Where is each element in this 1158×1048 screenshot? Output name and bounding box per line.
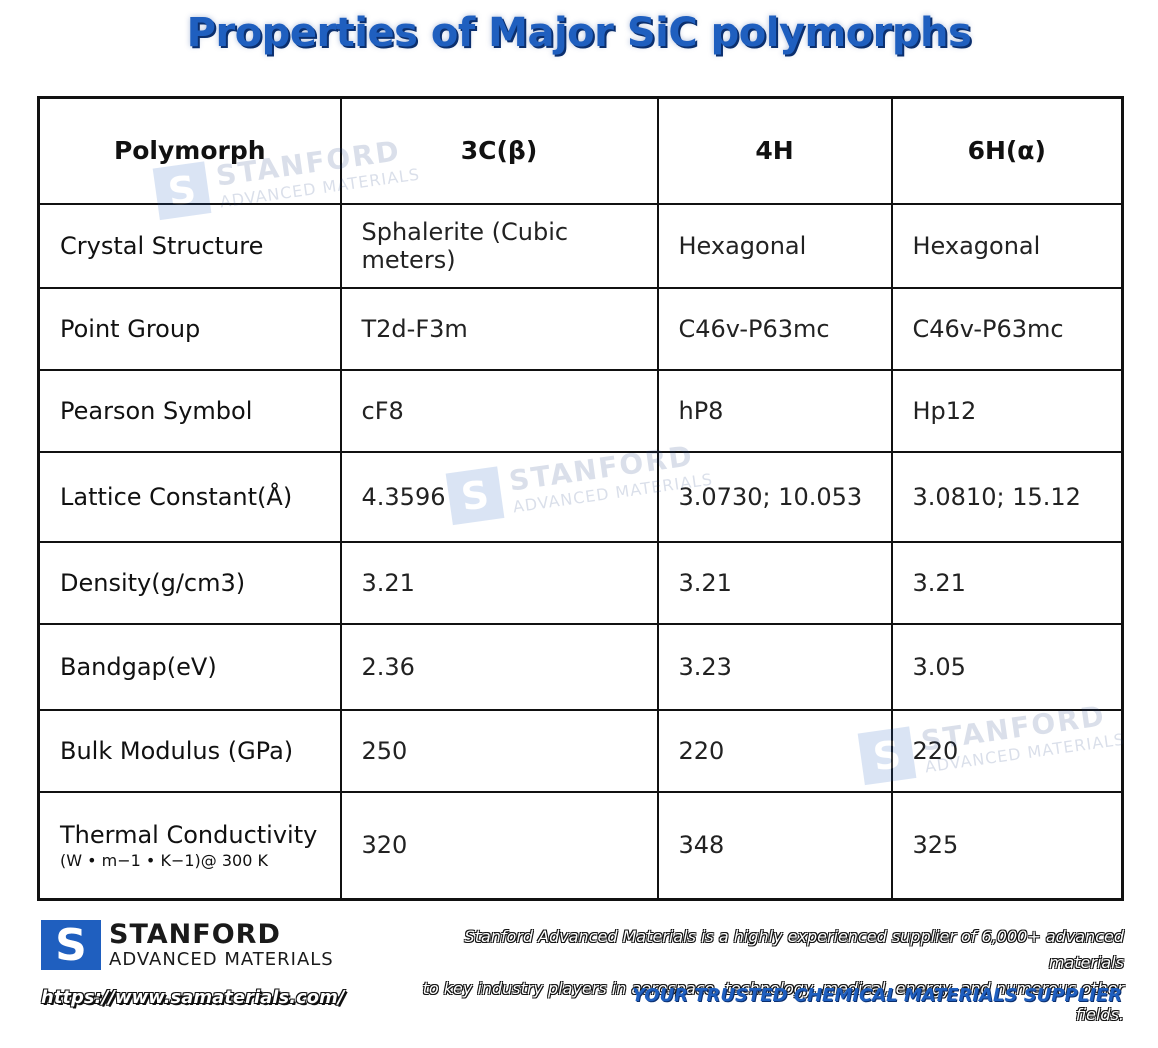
- row-label-main: Thermal Conductivity: [60, 820, 318, 849]
- cell-4h: 348: [656, 790, 893, 901]
- cell-6h: Hp12: [890, 368, 1124, 453]
- header-6h: 6H(α): [890, 96, 1124, 205]
- row-label: Pearson Symbol: [37, 368, 342, 453]
- header-3c: 3C(β): [339, 96, 659, 205]
- cell-4h: 3.0730; 10.053: [656, 450, 893, 543]
- cell-6h: 3.0810; 15.12: [890, 450, 1124, 543]
- cell-3c: 3.21: [339, 540, 659, 625]
- header-4h: 4H: [656, 96, 893, 205]
- cell-3c: 320: [339, 790, 659, 901]
- cell-4h: 3.21: [656, 540, 893, 625]
- page-title: Properties of Major SiC polymorphs: [186, 10, 972, 56]
- row-label: Point Group: [37, 286, 342, 371]
- company-blurb: Stanford Advanced Materials is a highly …: [404, 924, 1124, 1028]
- cell-3c: 2.36: [339, 622, 659, 711]
- table-row: Density(g/cm3) 3.21 3.21 3.21: [37, 540, 1124, 625]
- cell-6h: C46v-P63mc: [890, 286, 1124, 371]
- cell-6h: 220: [890, 708, 1124, 793]
- blurb-line-1: Stanford Advanced Materials is a highly …: [464, 927, 1124, 972]
- table-row: Bulk Modulus (GPa) 250 220 220: [37, 708, 1124, 793]
- row-label: Lattice Constant(Å): [37, 450, 342, 543]
- properties-table: Polymorph 3C(β) 4H 6H(α) Crystal Structu…: [37, 96, 1124, 901]
- row-label: Bulk Modulus (GPa): [37, 708, 342, 793]
- blurb-line-2: to key industry players in aerospace, te…: [422, 979, 1124, 1024]
- cell-3c: Sphalerite (Cubic meters): [339, 202, 659, 289]
- cell-4h: Hexagonal: [656, 202, 893, 289]
- table-row: Thermal Conductivity (W • m−1 • K−1)@ 30…: [37, 790, 1124, 901]
- row-label-unit: (W • m−1 • K−1)@ 300 K: [60, 850, 268, 870]
- cell-6h: Hexagonal: [890, 202, 1124, 289]
- table-row: Pearson Symbol cF8 hP8 Hp12: [37, 368, 1124, 453]
- logo-name: STANFORD: [109, 919, 281, 950]
- row-label: Bandgap(eV): [37, 622, 342, 711]
- logo-s-icon: S: [41, 920, 101, 971]
- cell-3c: cF8: [339, 368, 659, 453]
- table-row: Lattice Constant(Å) 4.3596 3.0730; 10.05…: [37, 450, 1124, 543]
- table-row: Crystal Structure Sphalerite (Cubic mete…: [37, 202, 1124, 289]
- cell-4h: C46v-P63mc: [656, 286, 893, 371]
- company-logo: S STANFORD ADVANCED MATERIALS: [41, 919, 334, 971]
- cell-4h: hP8: [656, 368, 893, 453]
- table-row: Point Group T2d-F3m C46v-P63mc C46v-P63m…: [37, 286, 1124, 371]
- row-label: Thermal Conductivity (W • m−1 • K−1)@ 30…: [37, 790, 342, 901]
- cell-6h: 3.05: [890, 622, 1124, 711]
- cell-3c: 4.3596: [339, 450, 659, 543]
- cell-4h: 220: [656, 708, 893, 793]
- header-polymorph: Polymorph: [37, 96, 342, 205]
- cell-3c: T2d-F3m: [339, 286, 659, 371]
- cell-6h: 3.21: [890, 540, 1124, 625]
- row-label: Density(g/cm3): [37, 540, 342, 625]
- table-row: Bandgap(eV) 2.36 3.23 3.05: [37, 622, 1124, 711]
- table-header-row: Polymorph 3C(β) 4H 6H(α): [37, 96, 1124, 205]
- cell-3c: 250: [339, 708, 659, 793]
- website-link[interactable]: https://www.samaterials.com/: [41, 987, 345, 1008]
- row-label: Crystal Structure: [37, 202, 342, 289]
- cell-4h: 3.23: [656, 622, 893, 711]
- logo-tagline: ADVANCED MATERIALS: [109, 949, 334, 970]
- cell-6h: 325: [890, 790, 1124, 901]
- slogan: YOUR TRUSTED CHEMICAL MATERIALS SUPPLIER: [631, 985, 1122, 1006]
